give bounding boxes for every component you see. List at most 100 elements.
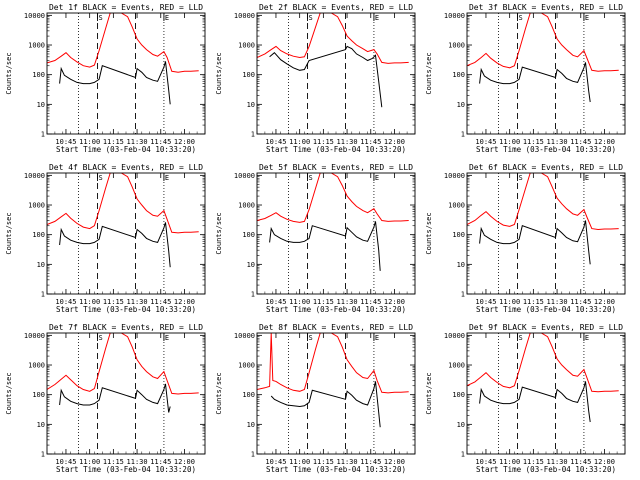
lld-rate-line	[257, 13, 409, 64]
events-rate-line	[270, 381, 381, 428]
x-tick-label: 11:45	[570, 138, 591, 146]
panel-title: Det 7f BLACK = Events, RED = LLD	[49, 323, 203, 332]
x-tick-label: 11:15	[313, 138, 334, 146]
start-flag-label: S	[519, 334, 523, 342]
events-rate-line	[479, 381, 591, 423]
events-rate-line	[479, 62, 591, 103]
plot-frame	[466, 172, 626, 295]
lld-rate-line	[467, 173, 619, 231]
start-flag-label: S	[99, 334, 103, 342]
detector-panel: Det 3f BLACK = Events, RED = LLD Counts/s…	[425, 3, 626, 154]
y-tick-label: 1	[251, 291, 255, 299]
x-tick-label: 11:15	[103, 138, 124, 146]
plot-frame	[46, 12, 206, 135]
x-tick-label: 11:45	[570, 298, 591, 306]
x-tick-label: 10:45	[475, 458, 496, 466]
y-tick-label: 1	[41, 131, 45, 139]
x-tick-label: 11:45	[360, 458, 381, 466]
end-flag-label: E	[375, 174, 379, 182]
x-tick-label: 11:00	[79, 138, 100, 146]
y-tick-label: 1000	[238, 42, 255, 50]
x-tick-label: 12:00	[174, 138, 195, 146]
x-tick-label: 11:45	[150, 298, 171, 306]
y-tick-label: 10000	[444, 332, 465, 340]
y-tick-label: 10	[37, 261, 45, 269]
start-flag-label: S	[519, 174, 523, 182]
x-tick-label: 12:00	[594, 298, 615, 306]
y-axis-label: Counts/sec	[425, 372, 433, 414]
x-axis-label: Start Time (03-Feb-04 10:33:20)	[476, 145, 616, 154]
x-tick-label: 11:15	[313, 458, 334, 466]
plot-frame	[46, 332, 206, 455]
x-tick-label: 12:00	[174, 458, 195, 466]
y-tick-label: 10	[247, 421, 255, 429]
x-tick-label: 11:30	[127, 298, 148, 306]
x-tick-label: 11:30	[337, 298, 358, 306]
lld-rate-line	[257, 173, 409, 223]
x-tick-label: 10:45	[475, 298, 496, 306]
end-flag-label: E	[585, 334, 589, 342]
plot-frame	[46, 172, 206, 295]
x-tick-label: 11:15	[103, 458, 124, 466]
y-tick-label: 1	[251, 131, 255, 139]
y-tick-label: 10	[457, 261, 465, 269]
x-axis-label: Start Time (03-Feb-04 10:33:20)	[56, 145, 196, 154]
y-tick-label: 10	[247, 101, 255, 109]
y-tick-label: 1000	[28, 202, 45, 210]
y-tick-label: 1	[41, 451, 45, 459]
x-tick-label: 11:30	[547, 138, 568, 146]
x-tick-label: 10:45	[265, 458, 286, 466]
x-axis-label: Start Time (03-Feb-04 10:33:20)	[266, 465, 406, 474]
lld-rate-line	[467, 13, 619, 72]
panel-title: Det 2f BLACK = Events, RED = LLD	[259, 3, 413, 12]
x-tick-label: 11:30	[547, 298, 568, 306]
y-tick-label: 100	[32, 71, 45, 79]
x-tick-label: 11:30	[547, 458, 568, 466]
x-axis-label: Start Time (03-Feb-04 10:33:20)	[476, 465, 616, 474]
y-tick-label: 10	[37, 101, 45, 109]
y-tick-label: 100	[242, 71, 255, 79]
y-tick-label: 1000	[448, 202, 465, 210]
x-tick-label: 11:30	[337, 138, 358, 146]
x-tick-label: 12:00	[594, 458, 615, 466]
start-flag-label: S	[309, 14, 313, 22]
x-tick-label: 12:00	[384, 138, 405, 146]
x-tick-label: 12:00	[594, 138, 615, 146]
y-tick-label: 10	[457, 421, 465, 429]
x-tick-label: 11:45	[360, 298, 381, 306]
start-flag-label: S	[309, 174, 313, 182]
y-tick-label: 100	[452, 71, 465, 79]
panel-title: Det 3f BLACK = Events, RED = LLD	[469, 3, 623, 12]
y-axis-label: Counts/sec	[215, 372, 223, 414]
x-tick-label: 11:30	[337, 458, 358, 466]
panel-title: Det 1f BLACK = Events, RED = LLD	[49, 3, 203, 12]
y-tick-label: 1000	[448, 362, 465, 370]
y-tick-label: 100	[242, 391, 255, 399]
detector-panel: Det 8f BLACK = Events, RED = LLD Counts/s…	[215, 323, 416, 474]
start-flag-label: S	[309, 334, 313, 342]
y-axis-label: Counts/sec	[215, 212, 223, 254]
detector-panel: Det 9f BLACK = Events, RED = LLD Counts/s…	[425, 323, 626, 474]
x-tick-label: 11:15	[523, 458, 544, 466]
y-tick-label: 10000	[444, 172, 465, 180]
y-tick-label: 100	[452, 231, 465, 239]
y-tick-label: 100	[242, 231, 255, 239]
detector-panel: Det 7f BLACK = Events, RED = LLD Counts/s…	[5, 323, 206, 474]
y-tick-label: 10	[37, 421, 45, 429]
detector-panel: Det 4f BLACK = Events, RED = LLD Counts/s…	[5, 163, 206, 314]
panel-title: Det 9f BLACK = Events, RED = LLD	[469, 323, 623, 332]
end-flag-label: E	[585, 14, 589, 22]
x-tick-label: 11:45	[570, 458, 591, 466]
x-tick-label: 11:30	[127, 458, 148, 466]
x-tick-label: 11:00	[289, 298, 310, 306]
lld-rate-line	[47, 173, 199, 234]
end-flag-label: E	[165, 174, 169, 182]
plot-frame	[256, 332, 416, 455]
y-tick-label: 10	[247, 261, 255, 269]
y-tick-label: 1000	[448, 42, 465, 50]
events-rate-line	[59, 383, 171, 413]
x-axis-label: Start Time (03-Feb-04 10:33:20)	[56, 465, 196, 474]
x-axis-label: Start Time (03-Feb-04 10:33:20)	[56, 305, 196, 314]
plot-frame	[256, 12, 416, 135]
x-tick-label: 11:00	[79, 298, 100, 306]
